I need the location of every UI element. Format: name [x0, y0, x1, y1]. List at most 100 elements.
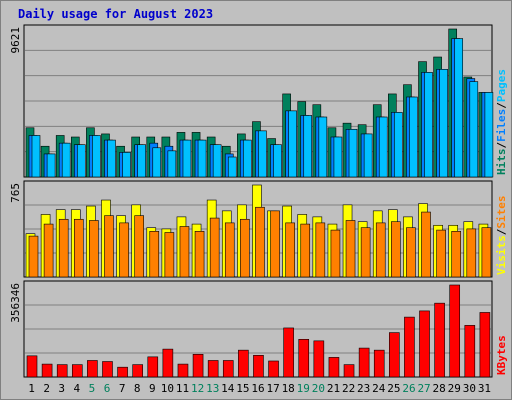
sites-bar: [255, 206, 265, 278]
pages-bar: [243, 139, 252, 178]
kbytes-bar: [464, 325, 476, 378]
pages-bar: [182, 139, 192, 178]
kbytes-bar: [434, 302, 445, 378]
day-label: 10: [161, 382, 174, 395]
sites-bar: [391, 221, 401, 278]
sites-bar: [164, 232, 175, 278]
day-label: 14: [221, 382, 235, 395]
kbytes-bar: [26, 355, 38, 378]
pages-bar: [92, 135, 101, 178]
day-label: 19: [297, 382, 310, 395]
kbytes-bar: [268, 360, 279, 378]
pages-bar: [258, 130, 267, 178]
day-label: 11: [176, 382, 189, 395]
pages-bar: [273, 144, 282, 178]
kbytes-bar: [41, 363, 53, 378]
kbytes-bar: [222, 360, 234, 378]
pages-bar: [107, 139, 116, 178]
day-label: 30: [463, 382, 476, 395]
max-value-label: 356346: [9, 283, 22, 323]
day-label: 22: [342, 382, 355, 395]
sites-bar: [240, 218, 250, 278]
sites-bar: [375, 222, 386, 278]
pages-bar: [46, 153, 56, 178]
kbytes-bar: [207, 360, 219, 378]
kbytes-bar: [373, 349, 385, 378]
kbytes-bar: [358, 347, 370, 378]
kbytes-bar: [479, 312, 491, 378]
kbytes-bar: [56, 364, 68, 378]
day-label: 4: [74, 382, 81, 395]
kbytes-bar: [132, 364, 143, 378]
sites-bar: [330, 229, 341, 278]
pages-bar: [318, 116, 328, 178]
pages-bar: [61, 142, 71, 178]
pages-bar: [409, 96, 418, 178]
sites-bar: [315, 222, 326, 278]
legend-files: Files: [495, 109, 508, 142]
day-label: 23: [357, 382, 370, 395]
day-label: 18: [282, 382, 295, 395]
sites-bar: [285, 222, 295, 278]
sites-bar: [58, 218, 69, 278]
kbytes-bar: [283, 327, 294, 378]
day-label: 28: [433, 382, 446, 395]
kbytes-bar: [313, 340, 325, 378]
legend-hits: Hits: [495, 149, 508, 176]
sites-bar: [149, 231, 160, 278]
kbytes-bar: [102, 361, 113, 378]
kbytes-bar: [177, 363, 189, 378]
sites-bar: [451, 231, 462, 278]
max-value-label: 9621: [9, 27, 22, 54]
day-label: 2: [43, 382, 50, 395]
day-label: 31: [478, 382, 491, 395]
pages-bar: [122, 152, 131, 178]
pages-bar: [303, 115, 313, 178]
day-label: 12: [191, 382, 204, 395]
pages-bar: [152, 147, 162, 178]
series-legend-kbytes: KBytes: [495, 335, 508, 375]
kbytes-bar: [117, 366, 128, 378]
day-label: 29: [448, 382, 461, 395]
day-label: 7: [119, 382, 126, 395]
pages-bar: [424, 72, 433, 178]
kbytes-bar: [147, 356, 159, 378]
sites-bar: [179, 226, 190, 278]
sites-bar: [209, 217, 220, 278]
legend-separator: /: [495, 142, 508, 149]
sites-bar: [466, 228, 477, 278]
pages-bar: [363, 133, 373, 178]
legend-pages: Pages: [495, 69, 508, 102]
day-label: 20: [312, 382, 325, 395]
kbytes-bar: [238, 349, 249, 378]
pages-bar: [439, 69, 448, 178]
day-label: 8: [134, 382, 141, 395]
kbytes-bar: [449, 284, 461, 378]
legend-separator: /: [495, 228, 508, 235]
kbytes-bar: [404, 316, 415, 378]
pages-bar: [454, 38, 464, 178]
sites-bar: [436, 229, 446, 278]
sites-bar: [270, 210, 280, 278]
kbytes-bar: [71, 364, 83, 378]
pages-bar: [227, 156, 237, 178]
pages-bar: [31, 135, 41, 178]
kbytes-bar: [162, 348, 174, 378]
pages-bar: [348, 129, 358, 178]
sites-bar: [73, 218, 84, 278]
day-label: 26: [402, 382, 415, 395]
kbytes-bar: [419, 310, 430, 378]
legend-visits: Visits: [495, 235, 508, 275]
sites-bar: [406, 227, 416, 278]
sites-bar: [89, 220, 99, 278]
day-label: 16: [251, 382, 264, 395]
day-label: 6: [104, 382, 111, 395]
day-label: 21: [327, 382, 340, 395]
sites-bar: [300, 223, 311, 278]
pages-bar: [394, 112, 403, 178]
kbytes-bar: [343, 364, 355, 378]
pages-bar: [137, 144, 146, 178]
sites-bar: [224, 222, 235, 278]
pages-bar: [76, 144, 86, 178]
